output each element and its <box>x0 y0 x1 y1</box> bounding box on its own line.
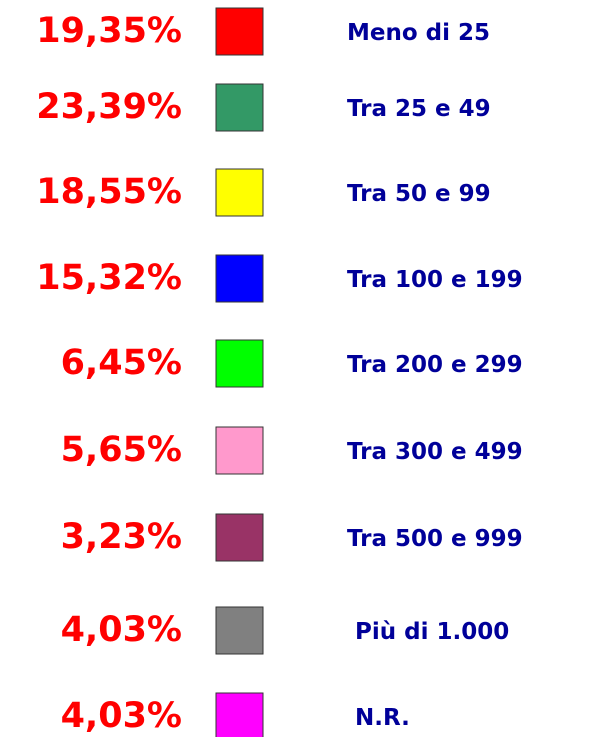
percent: 5,65% <box>61 430 182 470</box>
percent: 4,03% <box>61 696 182 736</box>
percent: 18,55% <box>36 172 182 212</box>
percent: 4,03% <box>61 610 182 650</box>
color-swatch <box>215 254 264 303</box>
range-label: Tra 50 e 99 <box>347 181 491 207</box>
range-label: Tra 25 e 49 <box>347 96 491 122</box>
color-swatch <box>215 168 264 217</box>
color-swatch <box>215 339 264 388</box>
range-label: Meno di 25 <box>347 20 490 46</box>
range-label: Tra 500 e 999 <box>347 526 523 552</box>
color-swatch <box>215 7 264 56</box>
range-label: Più di 1.000 <box>355 619 509 645</box>
color-swatch <box>215 513 264 562</box>
color-swatch <box>215 83 264 132</box>
percent: 15,32% <box>36 258 182 298</box>
range-label: Tra 200 e 299 <box>347 352 523 378</box>
percent: 6,45% <box>61 343 182 383</box>
range-label: Tra 300 e 499 <box>347 439 523 465</box>
percent: 23,39% <box>36 87 182 127</box>
percent: 3,23% <box>61 517 182 557</box>
color-swatch <box>215 692 264 737</box>
color-swatch <box>215 426 264 475</box>
range-label: N.R. <box>355 705 410 731</box>
range-label: Tra 100 e 199 <box>347 267 523 293</box>
percent: 19,35% <box>36 11 182 51</box>
color-swatch <box>215 606 264 655</box>
